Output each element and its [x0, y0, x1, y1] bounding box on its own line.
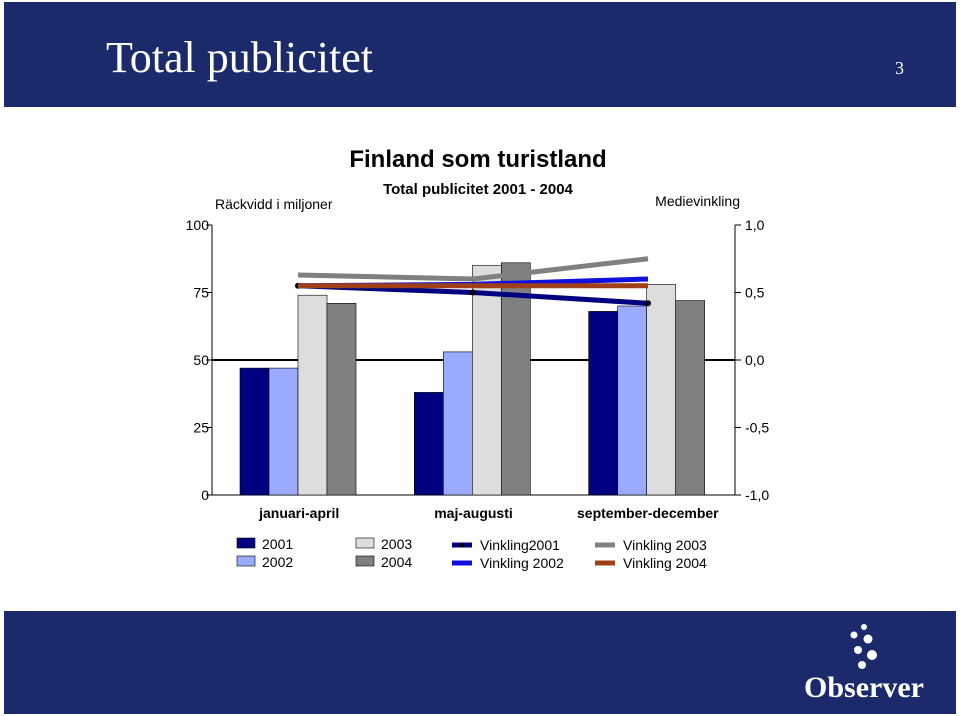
legend-label: Vinkling 2004: [623, 555, 707, 571]
y2-axis-label: Medievinkling: [655, 193, 740, 209]
legend-label: 2004: [381, 554, 412, 570]
legend-label: 2002: [262, 554, 293, 570]
bar-2002-2: [617, 305, 647, 496]
y-tick-label: 0: [201, 487, 209, 503]
bar-2002-1: [443, 351, 473, 496]
y2-tick-label: 0,0: [745, 352, 765, 368]
legend-label: Vinkling2001: [480, 537, 560, 553]
line-point: [470, 289, 476, 296]
observer-dots-icon: [850, 624, 877, 669]
y-tick-label: 50: [193, 352, 209, 368]
line-point: [645, 300, 651, 307]
line-Vinkling-2003: [297, 256, 649, 282]
x-tick-label: maj-augusti: [434, 505, 513, 521]
bar-2004-1: [501, 262, 531, 496]
y-tick-label: 25: [193, 420, 209, 436]
page-number: 3: [895, 58, 904, 78]
legend-swatch-2001: [236, 537, 256, 549]
bar-2001-2: [588, 311, 618, 496]
x-tick-label: september-december: [577, 505, 719, 521]
slide-header: Total publicitet 3: [4, 2, 956, 107]
y2-tick-label: 0,5: [745, 285, 765, 301]
bar-2003-0: [297, 294, 328, 496]
legend-swatch-2003: [355, 537, 375, 549]
y2-tick-label: -1,0: [745, 487, 769, 503]
legend-label: Vinkling 2002: [480, 555, 564, 571]
bar-2001-1: [414, 392, 444, 496]
legend-swatch-2002: [236, 555, 256, 567]
observer-logo: Observer: [804, 671, 924, 704]
bar-2003-2: [646, 284, 676, 496]
legend-swatch-2004: [355, 555, 375, 567]
bar-2002-0: [268, 367, 299, 496]
bar-2001-0: [239, 367, 270, 496]
bar-2003-1: [472, 265, 502, 496]
chart-subtitle: Total publicitet 2001 - 2004: [383, 181, 573, 198]
y2-tick-label: 1,0: [745, 217, 765, 233]
y-axis-label: Räckvidd i miljoner: [215, 196, 333, 212]
legend-label: 2001: [262, 536, 293, 552]
slide-footer: Observer: [4, 611, 956, 714]
x-tick-label: januari-april: [258, 505, 339, 521]
y-tick-label: 100: [186, 217, 210, 233]
bar-2004-2: [675, 300, 705, 496]
slide-title: Total publicitet: [106, 33, 373, 82]
legend-line-point: [459, 542, 465, 548]
bar-2004-0: [326, 303, 357, 496]
legend-label: Vinkling 2003: [623, 537, 707, 553]
y2-tick-label: -0,5: [745, 420, 769, 436]
y-tick-label: 75: [193, 285, 209, 301]
chart: Finland som turistland Total publicitet 2…: [186, 146, 770, 571]
legend-label: 2003: [381, 536, 412, 552]
chart-title: Finland som turistland: [349, 146, 606, 173]
